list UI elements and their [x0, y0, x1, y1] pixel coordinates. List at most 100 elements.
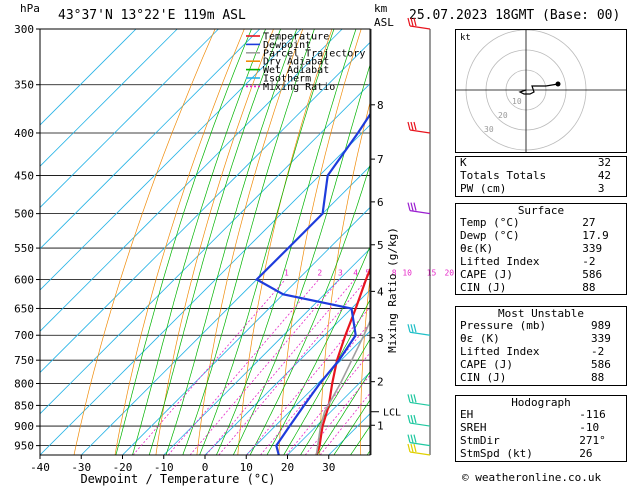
- isotherm: [40, 124, 370, 455]
- surface-row: Dewp (°C) 17.9: [456, 229, 626, 243]
- hodograph-row: SREH -10: [456, 421, 626, 435]
- hodograph-kt-label: kt: [460, 33, 471, 43]
- x-tick-label: -10: [154, 461, 174, 474]
- hodograph-ring-label: 10: [512, 97, 522, 106]
- surface-value: 27: [582, 216, 596, 229]
- index-value: 32: [597, 156, 612, 169]
- surface-label: Lifted Index: [460, 254, 540, 268]
- index-label: Totals Totals: [460, 168, 547, 182]
- km-tick-label: 4: [377, 285, 384, 298]
- wet-adiabat: [216, 29, 357, 455]
- mixing-ratio-line: [132, 279, 286, 455]
- x-tick-label: -20: [113, 461, 133, 474]
- dewpoint-line: [254, 112, 370, 455]
- surface-row: CIN (J) 88: [456, 280, 626, 295]
- wet-adiabat: [283, 299, 370, 455]
- unstable-label: θε (K): [460, 331, 500, 345]
- isotherm: [40, 41, 370, 374]
- x-tick-label: 0: [202, 461, 209, 474]
- wet-adiabat: [148, 29, 281, 455]
- unstable-value: 339: [590, 331, 611, 345]
- surface-label: CAPE (J): [460, 267, 513, 281]
- wet-adiabat: [266, 245, 370, 455]
- index-row: K 32: [456, 156, 626, 170]
- wind-barb: [407, 324, 431, 336]
- y-tick-label: 800: [14, 378, 34, 391]
- surface-row: θε(K) 339: [456, 241, 626, 256]
- legend-entry: Mixing Ratio: [263, 82, 335, 93]
- y-tick-label: 650: [14, 302, 34, 315]
- index-row: PW (cm) 3: [456, 181, 626, 196]
- surface-label: θε(K): [460, 241, 494, 255]
- hodograph-row: StmDir 271°: [456, 433, 626, 448]
- unstable-label: CAPE (J): [460, 357, 513, 371]
- x-tick-label: -30: [71, 461, 91, 474]
- unstable-row: CAPE (J) 586: [456, 357, 626, 372]
- hodograph-label: StmSpd (kt): [460, 446, 533, 460]
- mixing-ratio-label: 8: [392, 269, 397, 278]
- legend-entry: Wet Adiabat: [263, 65, 329, 76]
- wind-barb: [407, 394, 431, 407]
- y-tick-label: 600: [14, 274, 34, 287]
- credit: © weatheronline.co.uk: [462, 471, 602, 484]
- legend-entry: Temperature: [263, 32, 329, 43]
- hodo-index-box: Hodograph EH -116 SREH -10 StmDir 271° StmSpd …: [455, 395, 627, 462]
- unstable-box: Most Unstable Pressure (mb) 989 θε (K) 339 L…: [455, 306, 627, 386]
- mixing-ratio-line: [246, 306, 370, 455]
- unstable-title: Most Unstable: [497, 307, 585, 320]
- surface-table: Temp (°C) 27 Dewp (°C) 17.9 θε(K) 339 Lifted I…: [456, 216, 626, 295]
- index-value: 42: [597, 168, 612, 182]
- hodograph-row: StmSpd (kt) 26: [456, 446, 626, 461]
- dry-adiabat: [196, 29, 304, 455]
- legend-entry: Isotherm: [263, 74, 311, 85]
- index-label: PW (cm): [460, 181, 507, 195]
- unstable-value: 88: [590, 370, 605, 384]
- km-tick-label: 6: [377, 196, 384, 209]
- dry-adiabat: [360, 275, 370, 455]
- wind-barb: [407, 121, 431, 134]
- indices-top-table: K 32 Totals Totals 42 PW (cm) 3: [456, 156, 626, 196]
- hodograph-value: 26: [579, 446, 593, 460]
- unstable-label: CIN (J): [460, 370, 507, 384]
- unstable-label: Lifted Index: [460, 344, 540, 358]
- wet-adiabat: [333, 399, 370, 455]
- x-axis-label: Dewpoint / Temperature (°C): [80, 472, 275, 486]
- axes: 3003504004505005506006507007508008509009…: [14, 23, 401, 474]
- mixing-ratio-line: [167, 279, 320, 455]
- asl-label: ASL: [374, 16, 394, 29]
- index-value: 3: [597, 181, 605, 195]
- hodograph-row: EH -116: [456, 408, 626, 422]
- surface-box: Surface Temp (°C) 27 Dewp (°C) 17.9 θε(K) 339…: [455, 203, 627, 296]
- unstable-label: Pressure (mb): [460, 319, 547, 332]
- wet-adiabat: [199, 29, 335, 455]
- hodograph-ring-label: 30: [484, 125, 494, 134]
- hodograph-value: 271°: [579, 433, 606, 447]
- y-axis-label: Mixing Ratio (g/kg): [386, 227, 399, 353]
- mixing-ratio-label: 4: [353, 269, 358, 278]
- mixing-ratio-line: [205, 279, 355, 455]
- surface-value: -2: [582, 254, 596, 268]
- surface-value: 88: [582, 280, 596, 294]
- y-tick-label: 900: [14, 420, 34, 433]
- unstable-table: Pressure (mb) 989 θε (K) 339 Lifted Index -2 C…: [456, 319, 626, 385]
- index-row: Totals Totals 42: [456, 168, 626, 183]
- km-tick-label: 8: [377, 99, 384, 112]
- km-tick-label: 3: [377, 332, 384, 345]
- x-tick-label: -40: [30, 461, 50, 474]
- unstable-row: Lifted Index -2: [456, 344, 626, 359]
- mixing-ratio-label: 2: [317, 269, 322, 278]
- dry-adiabat: [114, 29, 245, 455]
- dry-adiabat: [73, 29, 216, 455]
- surface-label: CIN (J): [460, 280, 507, 294]
- parcel-trajectory-line: [315, 319, 370, 455]
- isotherm: [122, 206, 370, 455]
- hodograph-panel: 10 20 30 kt: [455, 29, 627, 153]
- hodograph-trace: [518, 83, 559, 95]
- datetime-title: 25.07.2023 18GMT (Base: 00): [409, 8, 621, 23]
- hodograph-value: -116: [579, 408, 606, 421]
- dry-adiabat: [278, 29, 362, 455]
- y-tick-label: 750: [14, 354, 34, 367]
- km-tick-label: 5: [377, 239, 384, 252]
- wind-barb: [407, 17, 431, 30]
- wet-adiabat: [165, 29, 298, 455]
